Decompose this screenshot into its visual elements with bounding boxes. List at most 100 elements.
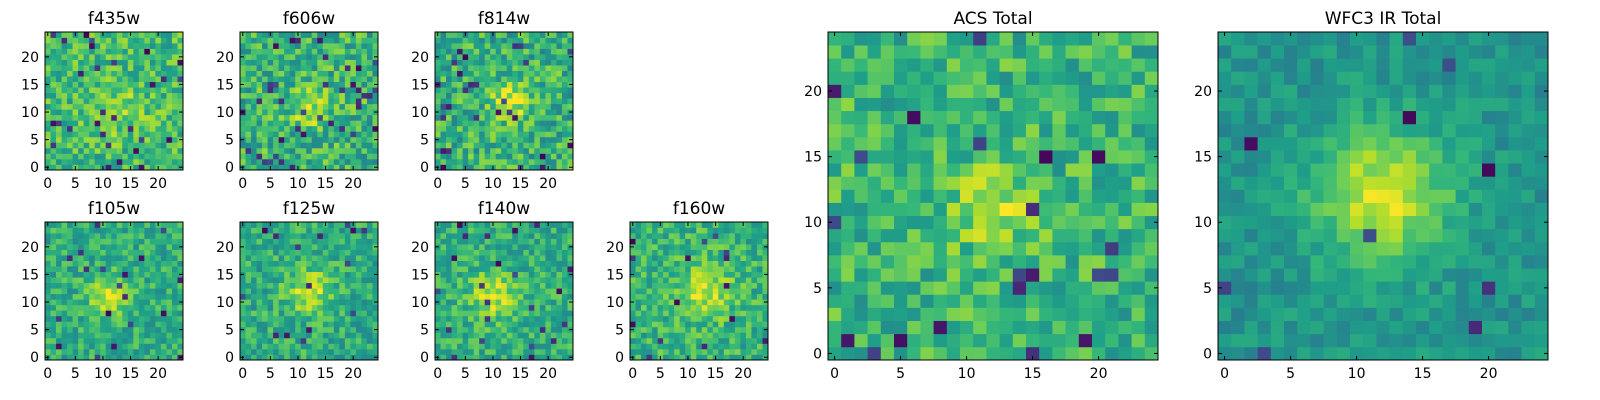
heatmap-cell [333,326,340,333]
heatmap-cell [490,147,497,154]
heatmap-cell [690,233,697,239]
heatmap-cell [127,332,134,339]
heatmap-cell [907,333,921,348]
heatmap-cell [435,304,441,311]
heatmap-cell [100,48,107,55]
heatmap-cell [116,227,123,234]
heatmap-cell [355,249,362,256]
heatmap-cell [267,103,274,110]
heatmap-cell [751,271,758,278]
heatmap-cell [490,321,497,328]
heatmap-cell [545,299,552,306]
heatmap-cell [435,48,441,55]
heatmap-cell [78,304,84,311]
heatmap-cell [144,54,151,60]
heatmap-cell [545,288,552,295]
heatmap-cell [160,136,167,143]
heatmap-cell [350,321,357,328]
heatmap-cell [534,227,541,234]
heatmap-cell [61,59,68,66]
heatmap-cell [501,293,508,300]
heatmap-cell [446,304,452,311]
heatmap-cell [355,348,362,355]
heatmap-cell [1012,150,1027,164]
heatmap-cell [100,310,107,317]
heatmap-cell [278,266,285,273]
heatmap-cell [1052,268,1066,282]
heatmap-cell [300,227,307,234]
heatmap-cell [960,202,974,217]
heatmap-cell [701,304,708,311]
heatmap-cell [155,103,162,110]
heatmap-cell [718,321,725,328]
heatmap-cell [484,70,491,77]
heatmap-cell [83,260,90,267]
heatmap-cell [657,244,664,250]
heatmap-cell [267,282,274,289]
heatmap-cell [446,114,452,121]
heatmap-cell [462,92,469,99]
heatmap-cell [528,109,535,116]
heatmap-cell [484,332,491,339]
heatmap-cell [278,158,285,165]
x-tick-label: 10 [484,366,502,382]
heatmap-cell [245,59,252,66]
heatmap-cell [734,315,741,322]
heatmap-cell [166,238,173,245]
heatmap-cell [56,343,62,350]
heatmap-cell [539,255,546,261]
heatmap-cell [311,249,318,256]
heatmap-cell [361,282,368,289]
heatmap-cell [267,37,274,44]
heatmap-cell [311,142,318,149]
heatmap-cell [361,164,368,171]
heatmap-cell [641,332,647,339]
heatmap-cell [67,103,73,110]
heatmap-cell [495,147,502,154]
heatmap-cell [1012,189,1027,203]
heatmap-cell [149,348,156,355]
heatmap-cell [435,266,441,273]
heatmap-cell [366,142,373,149]
heatmap-cell [561,125,568,132]
heatmap-cell [440,114,447,121]
heatmap-cell [245,343,252,350]
heatmap-cell [517,244,524,250]
heatmap-cell [273,348,279,355]
heatmap-cell [100,315,107,322]
heatmap-cell [339,354,346,361]
heatmap-cell [339,37,346,44]
heatmap-cell [561,343,568,350]
heatmap-cell [155,249,162,256]
heatmap-cell [946,163,961,177]
heatmap-cell [149,293,156,300]
heatmap-cell [696,326,703,333]
heatmap-cell [446,315,452,322]
heatmap-cell [933,307,948,321]
heatmap-cell [339,48,346,55]
heatmap-cell [61,81,68,88]
heatmap-cell [100,43,107,49]
heatmap-cell [490,37,497,44]
heatmap-cell [149,147,156,154]
heatmap-cell [506,233,513,239]
heatmap-cell [712,337,719,344]
panel-title: f814w [478,9,530,29]
heatmap-cell [284,43,291,49]
heatmap-cell [262,65,268,71]
heatmap-cell [133,233,140,239]
heatmap-cell [300,32,307,38]
heatmap-cell [440,92,447,99]
heatmap-cell [122,255,129,261]
heatmap-cell [67,65,73,71]
heatmap-cell [344,48,351,55]
heatmap-cell [333,43,340,49]
heatmap-cell [718,332,725,339]
heatmap-cell [111,153,118,160]
heatmap-cell [556,288,563,295]
heatmap-cell [262,310,268,317]
heatmap-cell [105,120,112,127]
heatmap-cell [880,346,895,361]
heatmap-cell [273,332,279,339]
heatmap-cell [317,142,324,149]
